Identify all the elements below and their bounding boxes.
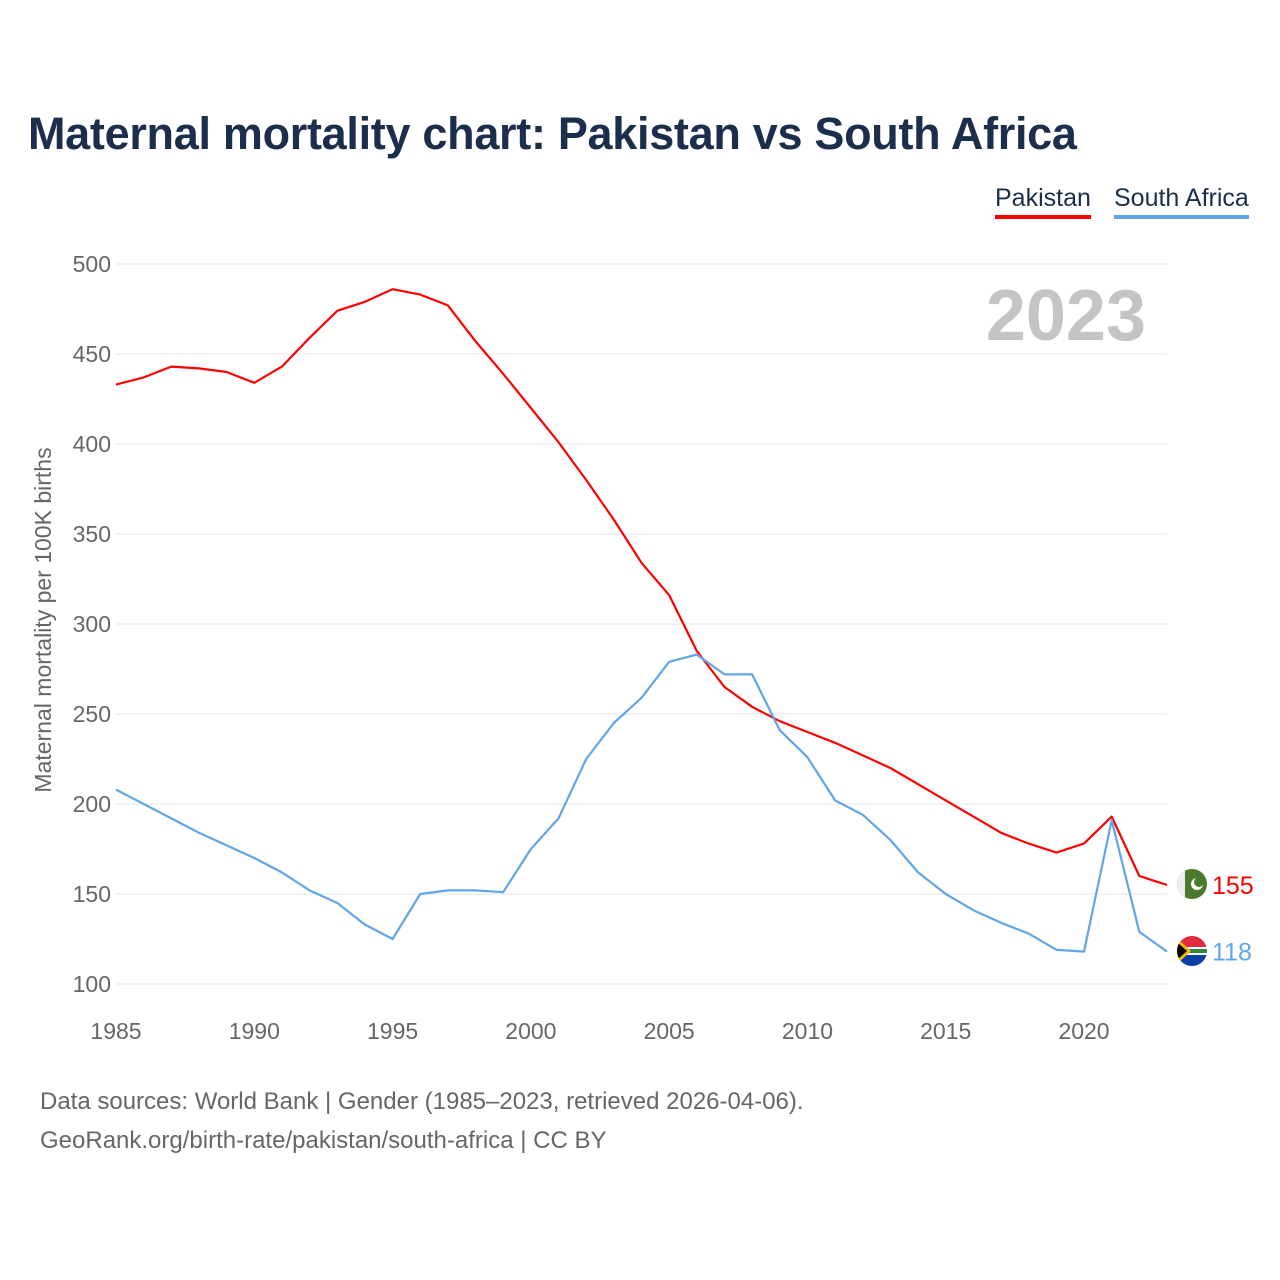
y-tick-label: 250 [73,701,111,727]
y-tick-label: 100 [73,971,111,997]
series-line-pakistan [115,288,1168,887]
year-watermark: 2023 [986,276,1146,356]
x-tick-label: 2005 [644,1018,695,1044]
south-africa-flag-icon [1177,936,1207,966]
y-tick-label: 350 [73,521,111,547]
y-tick-label: 400 [73,431,111,457]
end-value-label: 118 [1212,939,1252,967]
x-tick-label: 1985 [90,1018,141,1044]
x-tick-label: 2015 [920,1018,971,1044]
x-tick-label: 2010 [782,1018,833,1044]
y-tick-label: 450 [73,341,111,367]
end-value-label: 155 [1212,872,1254,900]
series-line-south-africa [115,653,1168,953]
chart-title: Maternal mortality chart: Pakistan vs So… [28,108,1077,159]
x-tick-label: 1995 [367,1018,418,1044]
legend-pakistan[interactable]: Pakistan [995,184,1091,219]
y-tick-label: 150 [73,881,111,907]
y-tick-label: 500 [73,251,111,277]
y-tick-label: 200 [73,791,111,817]
pakistan-flag-icon [1177,869,1207,899]
y-axis-label: Maternal mortality per 100K births [30,447,56,792]
x-tick-label: 2000 [505,1018,556,1044]
footer-sources: Data sources: World Bank | Gender (1985–… [40,1088,804,1115]
x-tick-label: 2020 [1058,1018,1109,1044]
x-tick-label: 1990 [229,1018,280,1044]
y-tick-label: 300 [73,611,111,637]
legend-south-africa[interactable]: South Africa [1114,184,1249,219]
footer-link[interactable]: GeoRank.org/birth-rate/pakistan/south-af… [40,1127,607,1154]
